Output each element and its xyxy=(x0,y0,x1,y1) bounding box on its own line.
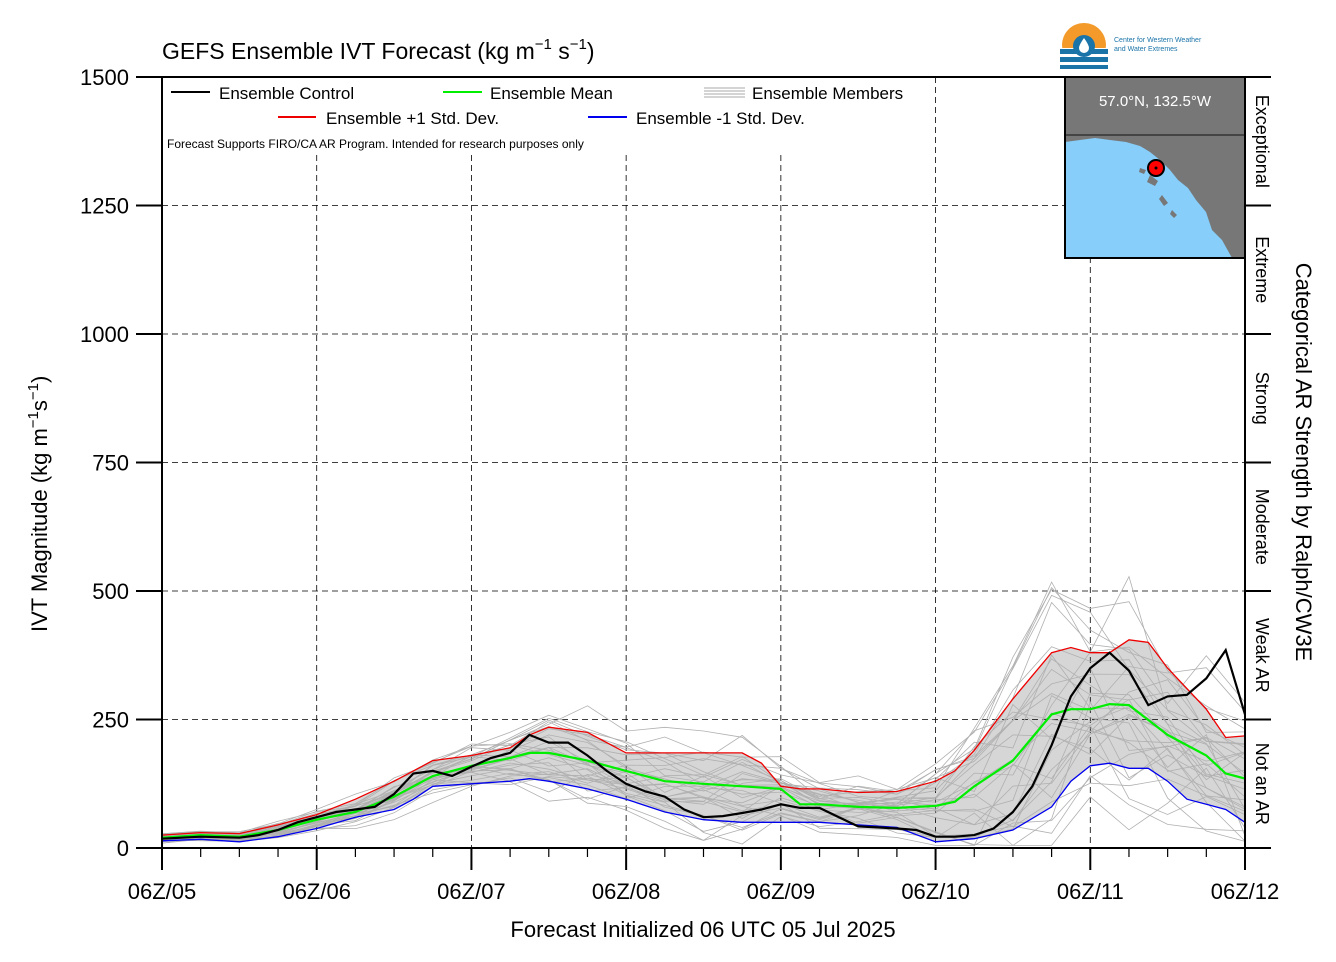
legend-label-members: Ensemble Members xyxy=(752,84,903,103)
research-note: Forecast Supports FIRO/CA AR Program. In… xyxy=(167,137,584,151)
ensemble-member-line xyxy=(161,698,1246,841)
x-tick-label: 06Z/06 xyxy=(282,879,351,904)
logo-drop-icon xyxy=(1079,38,1089,53)
ensemble-member-line xyxy=(161,668,1246,839)
x-tick-label: 06Z/10 xyxy=(901,879,970,904)
inset-islands xyxy=(1139,168,1177,218)
x-axis-label: Forecast Initialized 06 UTC 05 Jul 2025 xyxy=(510,917,895,942)
ensemble-member-line xyxy=(161,712,1246,843)
category-label: Weak AR xyxy=(1252,618,1272,693)
logo-line-2: and Water Extremes xyxy=(1114,46,1178,53)
x-tick-label: 06Z/08 xyxy=(592,879,661,904)
ensemble-member-line xyxy=(161,646,1246,837)
inset-location-label: 57.0°N, 132.5°W xyxy=(1099,93,1212,110)
control-line xyxy=(161,647,1247,840)
y-tick-label: 250 xyxy=(92,708,129,733)
legend-label-mean: Ensemble Mean xyxy=(490,84,613,103)
location-inset-map: 57.0°N, 132.5°W xyxy=(1064,76,1246,259)
ensemble-member-line xyxy=(161,658,1246,838)
category-label: Moderate xyxy=(1252,489,1272,565)
x-tick-label: 06Z/11 xyxy=(1057,879,1124,904)
ensemble-member-line xyxy=(161,695,1246,845)
category-label: Extreme xyxy=(1252,236,1272,303)
category-label: Not an AR xyxy=(1252,743,1272,825)
y-tick-label: 1000 xyxy=(80,322,129,347)
x-tick-label: 06Z/07 xyxy=(437,879,506,904)
y-tick-label: 1250 xyxy=(80,194,129,219)
logo-waves-icon xyxy=(1060,49,1108,69)
logo-line-1: Center for Western Weather xyxy=(1114,37,1202,44)
right-axis-label: Categorical AR Strength by Ralph/CW3E xyxy=(1291,263,1316,662)
ensemble-member-line xyxy=(161,724,1246,842)
y-tick-label: 500 xyxy=(92,579,129,604)
x-tick-label: 06Z/12 xyxy=(1211,879,1280,904)
y-tick-label: 1500 xyxy=(80,65,129,90)
category-label: Strong xyxy=(1252,372,1272,425)
ensemble-member-line xyxy=(161,717,1246,846)
ensemble-members xyxy=(161,575,1246,846)
ensemble-member-line xyxy=(161,706,1246,839)
axes: 0 250 500 750 1000 1250 1500 06Z/05 06Z/06 06Z/07… xyxy=(80,65,1279,904)
ensemble-member-line xyxy=(161,767,1246,846)
legend-label-minus-std: Ensemble -1 Std. Dev. xyxy=(636,109,805,128)
category-label: Exceptional xyxy=(1252,95,1272,188)
cw3e-logo: Center for Western Weather and Water Ext… xyxy=(1060,23,1202,70)
inset-land xyxy=(1065,77,1245,258)
y-tick-label: 0 xyxy=(117,836,129,861)
x-tick-label: 06Z/09 xyxy=(747,879,816,904)
y-tick-label: 750 xyxy=(92,451,129,476)
ensemble-member-line xyxy=(161,745,1246,846)
chart-title: GEFS Ensemble IVT Forecast (kg m−1 s−1) xyxy=(162,36,595,64)
legend-label-control: Ensemble Control xyxy=(219,84,354,103)
y-axis-label: IVT Magnitude (kg m−1s−1) xyxy=(25,376,52,632)
ensemble-member-line xyxy=(161,666,1246,836)
series-lines xyxy=(161,639,1247,843)
legend-label-plus-std: Ensemble +1 Std. Dev. xyxy=(326,109,499,128)
x-tick-label: 06Z/05 xyxy=(128,879,197,904)
legend-swatch-members xyxy=(704,87,745,98)
minus-std-line xyxy=(161,762,1246,843)
legend: Ensemble Control Ensemble Mean Ensemble … xyxy=(167,84,903,151)
